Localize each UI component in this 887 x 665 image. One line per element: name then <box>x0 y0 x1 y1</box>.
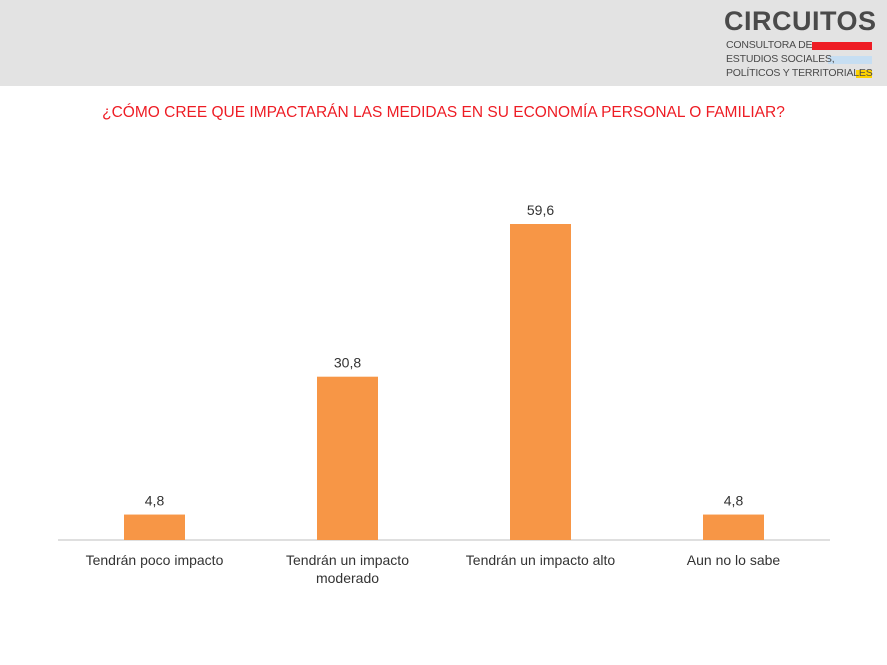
bar-2 <box>317 376 378 540</box>
bar-4 <box>703 514 764 540</box>
circuitos-logo: CIRCUITOS CONSULTORA DE ESTUDIOS SOCIALE… <box>724 6 877 82</box>
logo-wordmark: CIRCUITOS <box>724 6 877 36</box>
logo-line-3: POLÍTICOS Y TERRITORIALES <box>726 67 873 79</box>
logo-stripe-yellow <box>856 70 872 78</box>
category-label-4: Aun no lo sabe <box>686 552 781 568</box>
data-label-3: 59,6 <box>527 202 554 218</box>
header-band <box>0 0 887 86</box>
bar-3 <box>510 224 571 540</box>
logo-stripe-red <box>812 42 872 50</box>
data-label-2: 30,8 <box>334 355 361 371</box>
category-label-1: Tendrán poco impacto <box>85 552 224 568</box>
logo-stripe-blue <box>828 56 872 64</box>
bar-1 <box>124 514 185 540</box>
category-label-2: Tendrán un impacto moderado <box>286 552 409 586</box>
data-label-4: 4,8 <box>724 493 744 509</box>
chart-title: ¿CÓMO CREE QUE IMPACTARÁN LAS MEDIDAS EN… <box>102 104 785 121</box>
logo-line-2: ESTUDIOS SOCIALES, <box>726 53 835 65</box>
logo-line-1: CONSULTORA DE <box>726 39 813 51</box>
data-label-1: 4,8 <box>145 493 165 509</box>
category-label-3: Tendrán un impacto alto <box>465 552 616 568</box>
